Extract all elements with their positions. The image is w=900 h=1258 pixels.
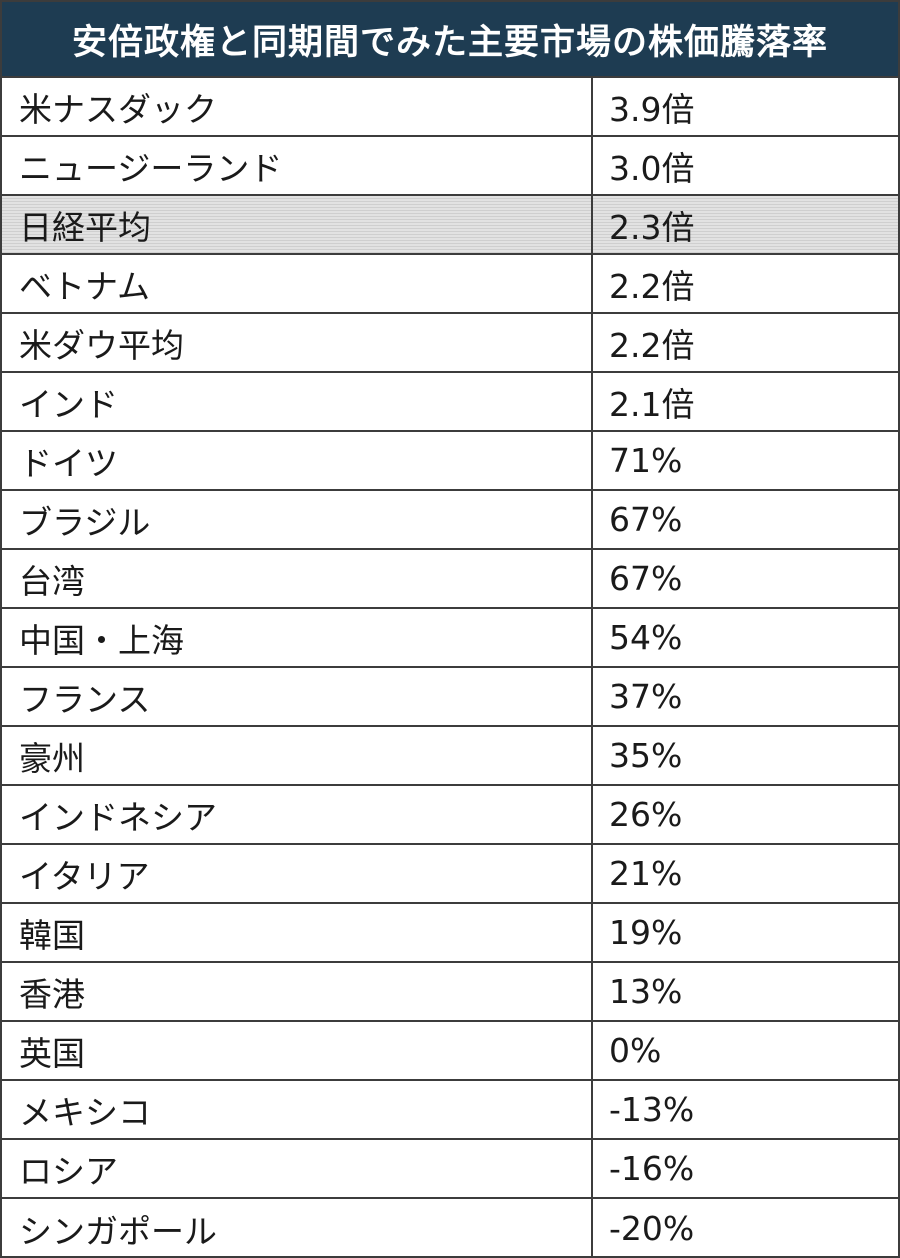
- table-row: ロシア -16%: [2, 1140, 898, 1199]
- market-name-cell: 英国: [2, 1022, 593, 1079]
- market-name-cell: 豪州: [2, 727, 593, 784]
- table-row: メキシコ -13%: [2, 1081, 898, 1140]
- change-rate-cell: 2.2倍: [609, 266, 695, 306]
- market-name-cell: フランス: [2, 668, 593, 725]
- change-rate-cell: 19%: [609, 913, 683, 952]
- market-name-cell: インド: [2, 373, 593, 430]
- change-rate-cell: 37%: [609, 677, 683, 716]
- change-rate-cell: -13%: [609, 1090, 695, 1129]
- market-name-cell: インドネシア: [2, 786, 593, 843]
- market-name-cell: シンガポール: [2, 1199, 593, 1258]
- change-rate-cell: -20%: [609, 1209, 695, 1248]
- table-row: イタリア 21%: [2, 845, 898, 904]
- table-row: 米ナスダック 3.9倍: [2, 78, 898, 137]
- market-name-cell: 韓国: [2, 904, 593, 961]
- market-name-cell: 中国・上海: [2, 609, 593, 666]
- change-rate-cell: 26%: [609, 795, 683, 834]
- table-title: 安倍政権と同期間でみた主要市場の株価騰落率: [2, 2, 898, 78]
- table-row: 韓国 19%: [2, 904, 898, 963]
- table-row: シンガポール -20%: [2, 1199, 898, 1258]
- change-rate-cell: 54%: [609, 618, 683, 657]
- table-row: ニュージーランド 3.0倍: [2, 137, 898, 196]
- change-rate-cell: 71%: [609, 441, 683, 480]
- table-row: ベトナム 2.2倍: [2, 255, 898, 314]
- change-rate-cell: 2.3倍: [609, 207, 695, 247]
- table-row: 香港 13%: [2, 963, 898, 1022]
- change-rate-cell: 0%: [609, 1031, 662, 1070]
- change-rate-cell: 67%: [609, 500, 683, 539]
- change-rate-cell: 3.9倍: [609, 89, 695, 129]
- table-row: インド 2.1倍: [2, 373, 898, 432]
- table-row: ドイツ 71%: [2, 432, 898, 491]
- change-rate-cell: -16%: [609, 1149, 695, 1188]
- market-name-cell: ドイツ: [2, 432, 593, 489]
- market-name-cell: メキシコ: [2, 1081, 593, 1138]
- table-row: 米ダウ平均 2.2倍: [2, 314, 898, 373]
- market-name-cell: ロシア: [2, 1140, 593, 1197]
- market-name-cell: 米ナスダック: [2, 78, 593, 135]
- table-row: 中国・上海 54%: [2, 609, 898, 668]
- table-row: 台湾 67%: [2, 550, 898, 609]
- change-rate-cell: 3.0倍: [609, 148, 695, 188]
- market-name-cell: 日経平均: [2, 196, 593, 253]
- change-rate-cell: 67%: [609, 559, 683, 598]
- change-rate-cell: 21%: [609, 854, 683, 893]
- market-name-cell: ニュージーランド: [2, 137, 593, 194]
- change-rate-cell: 2.2倍: [609, 325, 695, 365]
- table-row: フランス 37%: [2, 668, 898, 727]
- change-rate-cell: 2.1倍: [609, 384, 695, 424]
- table-row: ブラジル 67%: [2, 491, 898, 550]
- table-row: 豪州 35%: [2, 727, 898, 786]
- market-name-cell: ベトナム: [2, 255, 593, 312]
- market-name-cell: 香港: [2, 963, 593, 1020]
- table-row: インドネシア 26%: [2, 786, 898, 845]
- market-name-cell: 米ダウ平均: [2, 314, 593, 371]
- table-row: 英国 0%: [2, 1022, 898, 1081]
- market-name-cell: イタリア: [2, 845, 593, 902]
- market-name-cell: ブラジル: [2, 491, 593, 548]
- market-name-cell: 台湾: [2, 550, 593, 607]
- change-rate-cell: 13%: [609, 972, 683, 1011]
- data-table: 米ナスダック 3.9倍 ニュージーランド 3.0倍 日経平均 2.3倍 ベトナム 2.2倍 米ダ…: [2, 78, 898, 1258]
- table-row: 日経平均 2.3倍: [2, 196, 898, 255]
- change-rate-cell: 35%: [609, 736, 683, 775]
